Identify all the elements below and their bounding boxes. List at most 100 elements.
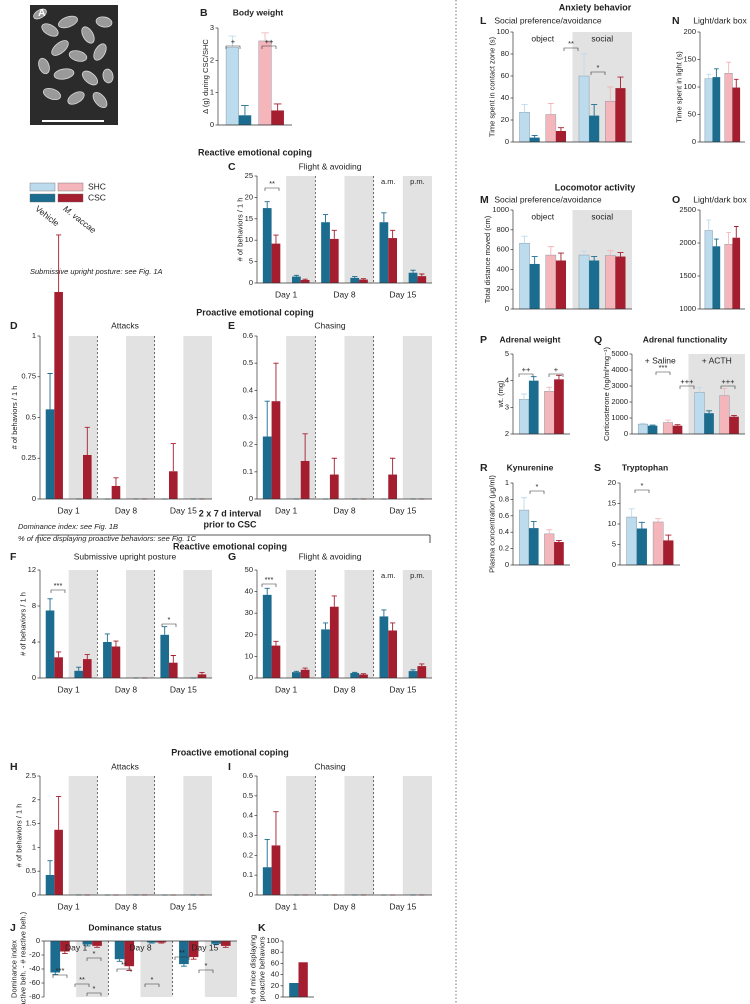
y-tick-label: 0.6 (499, 511, 509, 520)
bar (579, 76, 589, 142)
bar (417, 276, 426, 283)
bar (226, 47, 239, 125)
bar (92, 941, 102, 946)
interval-label: prior to CSC (204, 519, 257, 529)
category-label: Day 8 (115, 684, 137, 694)
significance-label: +++ (680, 377, 694, 386)
chart-title: Dominance status (88, 922, 161, 932)
panel-letter: O (672, 194, 680, 206)
bar (554, 379, 564, 434)
y-tick-label: 0.1 (243, 467, 253, 476)
micrograph: A (30, 5, 118, 125)
y-tick-label: 25 (245, 171, 253, 180)
category-label: Day 15 (170, 901, 197, 911)
shade-label: a.m. (381, 571, 396, 580)
y-tick-label: 2000 (679, 238, 696, 247)
significance-label: ++ (522, 365, 531, 374)
bar (409, 273, 418, 283)
bar (46, 875, 55, 895)
category-label: object (531, 211, 554, 221)
bar (263, 437, 272, 499)
bar (112, 647, 121, 679)
y-tick-label: 100 (683, 82, 696, 91)
y-tick-label: 200 (683, 27, 696, 36)
y-tick-label: 15 (245, 214, 253, 223)
bar (705, 230, 713, 309)
chart-title: Social preference/avoidance (494, 15, 602, 25)
y-tick-label: 3000 (611, 381, 628, 390)
bar (359, 675, 368, 678)
y-tick-label: -40 (29, 964, 40, 973)
bar (638, 424, 648, 434)
shade (183, 570, 212, 678)
chart-title: Attacks (111, 320, 139, 330)
chart-title: Attacks (111, 761, 139, 771)
bar (221, 941, 231, 946)
y-tick-label: 0.8 (499, 494, 509, 503)
shade (345, 176, 374, 283)
y-axis-label: Δ (g) during CSC/SHC (201, 39, 210, 114)
bar (637, 529, 647, 565)
y-tick-label: 8 (32, 601, 36, 610)
y-tick-label: 0.3 (243, 830, 253, 839)
significance-label: ** (121, 960, 127, 969)
y-tick-label: 0 (624, 429, 628, 438)
bar (198, 674, 207, 678)
y-tick-label: 20 (245, 630, 253, 639)
y-tick-label: 0 (505, 137, 509, 146)
y-axis-label: # of behaviors / 1 h (236, 198, 245, 262)
bar (292, 672, 301, 678)
category-label: Day 1 (275, 505, 297, 515)
bar (663, 540, 673, 565)
category-label: Day 8 (333, 505, 355, 515)
y-tick-label: 80 (501, 49, 509, 58)
bar (705, 79, 713, 142)
bar (169, 471, 178, 499)
y-tick-label: 0.5 (243, 791, 253, 800)
y-tick-label: 600 (496, 245, 509, 254)
bar (330, 607, 339, 678)
y-tick-label: 0 (505, 560, 509, 569)
panel-letter: I (228, 761, 231, 773)
panel-letter: Q (594, 334, 602, 346)
y-tick-label: 10 (245, 235, 253, 244)
bar (46, 409, 55, 499)
y-tick-label: 0 (249, 673, 253, 682)
bar (271, 110, 284, 125)
y-tick-label: 40 (501, 93, 509, 102)
y-tick-label: 10 (608, 519, 616, 528)
y-tick-label: 3 (505, 402, 509, 411)
bar (725, 73, 733, 142)
y-tick-label: 5 (505, 349, 509, 358)
chart-title: Flight & avoiding (299, 161, 362, 171)
bar (519, 243, 529, 309)
bar (704, 413, 714, 434)
bar (653, 522, 663, 565)
y-tick-label: -60 (29, 978, 40, 987)
y-tick-label: 80 (271, 947, 279, 956)
bar (729, 417, 739, 434)
significance-label: *** (54, 581, 63, 590)
y-tick-label: 100 (266, 936, 279, 945)
y-tick-label: 200 (496, 284, 509, 293)
bar (648, 426, 658, 434)
y-axis-label: proactive behaviors (257, 936, 266, 1001)
shade (403, 570, 432, 678)
significance-label: * (597, 63, 600, 72)
shade-label: p.m. (410, 571, 425, 580)
category-label: Day 1 (65, 942, 87, 952)
y-tick-label: 1500 (679, 271, 696, 280)
bar (713, 77, 721, 142)
y-tick-label: 0.6 (243, 771, 253, 780)
bar (263, 595, 272, 678)
panel-letter: E (228, 320, 235, 332)
bar (83, 455, 92, 499)
chart-title: Chasing (314, 761, 345, 771)
shade (183, 776, 212, 895)
shade (345, 570, 374, 678)
bar (272, 646, 281, 678)
bar (301, 461, 310, 499)
shade-label: a.m. (381, 177, 396, 186)
significance-label: * (93, 984, 96, 993)
